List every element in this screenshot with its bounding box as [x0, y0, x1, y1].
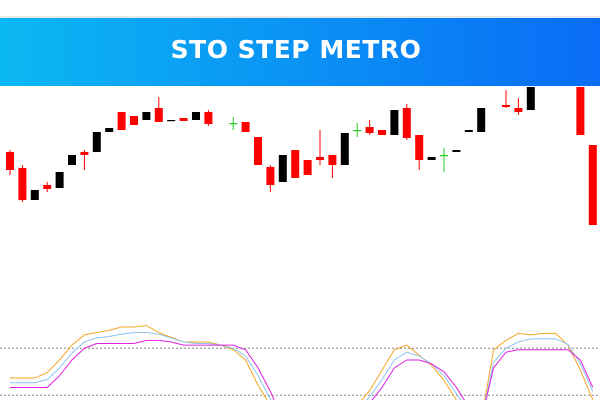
candle-body	[192, 112, 200, 120]
candle-body	[402, 108, 411, 138]
candle-body	[179, 118, 188, 121]
indicator-line	[10, 332, 594, 400]
candle-body	[43, 185, 52, 189]
candle-body	[502, 105, 510, 107]
candle-body	[229, 123, 238, 125]
candle-body	[378, 130, 386, 135]
candle-body	[278, 155, 287, 182]
candle-body	[254, 137, 262, 165]
candle-body	[266, 167, 275, 185]
candle-body	[464, 130, 473, 132]
candle-body	[167, 120, 176, 122]
chart-title: STO STEP METRO	[171, 35, 422, 64]
candle-body	[514, 108, 523, 112]
candle-body	[117, 112, 126, 130]
candle-body	[427, 157, 436, 160]
candle-body	[328, 155, 337, 165]
candle-body	[18, 168, 27, 200]
candle-body	[105, 128, 114, 132]
candle-body	[6, 152, 14, 170]
indicator-line	[10, 324, 594, 400]
indicator-line	[10, 339, 594, 400]
candle-body	[365, 127, 374, 133]
candle-body	[390, 110, 399, 135]
candle-body	[415, 135, 424, 160]
candle-body	[303, 160, 312, 175]
candle-body	[452, 150, 461, 152]
candle-body	[588, 145, 597, 225]
candle-body	[477, 108, 486, 132]
title-banner	[0, 18, 600, 86]
candle-body	[440, 155, 448, 157]
candle-body	[92, 132, 101, 152]
candle-body	[241, 122, 250, 132]
candle-body	[130, 116, 138, 125]
candle-body	[526, 87, 535, 110]
candles	[6, 87, 597, 225]
plot-area	[0, 87, 600, 400]
candle-body	[316, 157, 324, 160]
candle-body	[30, 190, 39, 200]
candle-body	[204, 112, 213, 124]
candle-body	[55, 172, 64, 188]
candle-body	[142, 112, 151, 120]
candle-body	[80, 152, 89, 155]
candle-body	[576, 87, 585, 135]
candle-body	[68, 155, 76, 165]
candle-body	[291, 150, 300, 178]
candle-body	[353, 130, 362, 132]
candle-body	[340, 133, 349, 165]
indicator-panel	[0, 324, 600, 400]
candle-body	[154, 108, 163, 122]
